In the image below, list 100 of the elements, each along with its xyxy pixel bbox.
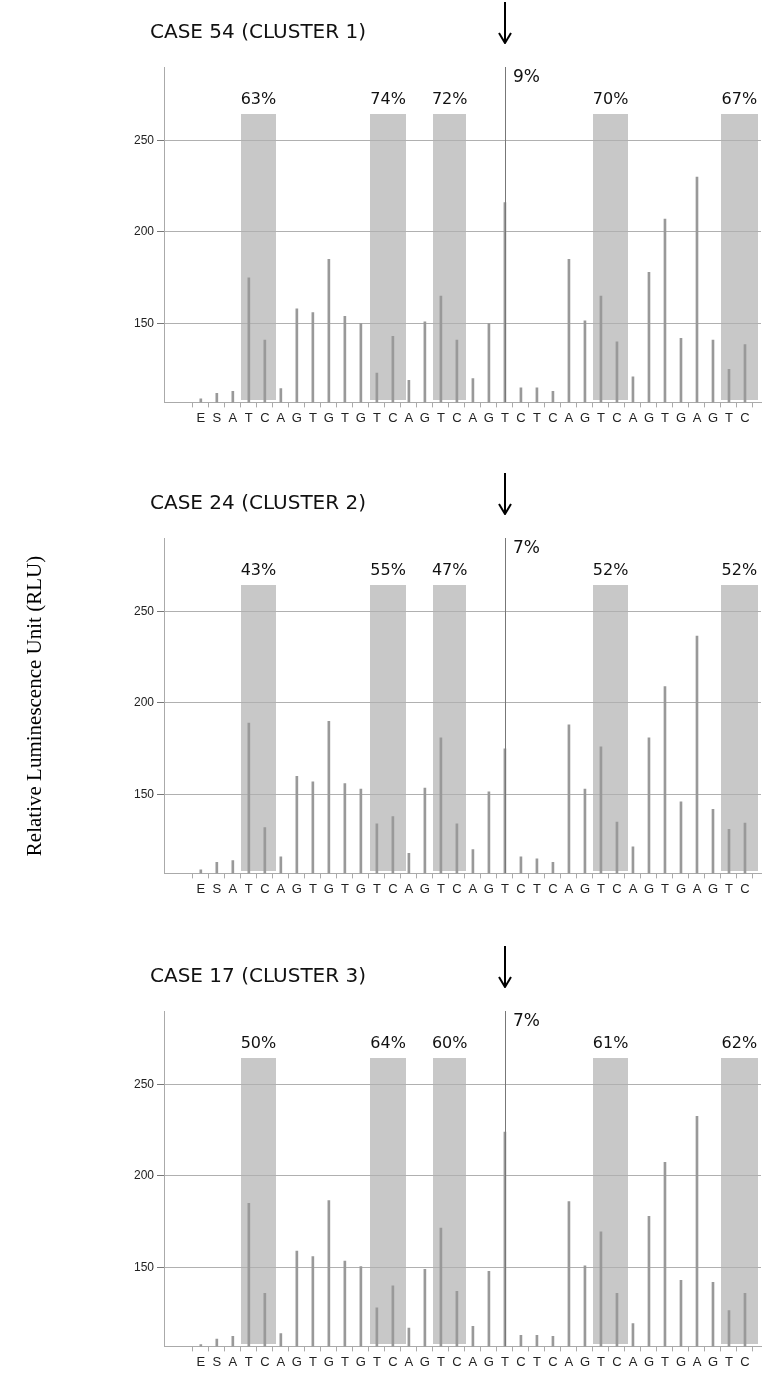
y-tick-label: 250 <box>133 1076 155 1091</box>
x-tick-label: T <box>340 880 349 896</box>
x-tick-label: G <box>355 1353 366 1369</box>
x-tick-label: T <box>372 880 381 896</box>
x-tick-label: T <box>500 409 509 425</box>
x-tick-label: T <box>660 409 669 425</box>
x-tick-label: T <box>532 880 541 896</box>
y-tick-label: 250 <box>133 132 155 147</box>
y-tick-label: 200 <box>133 695 155 710</box>
x-tick-label: T <box>372 1353 381 1369</box>
x-tick-label: C <box>548 409 558 425</box>
y-tick-label: 200 <box>133 224 155 239</box>
x-tick-label: T <box>340 409 349 425</box>
x-tick-label: A <box>692 880 702 896</box>
x-tick-label: C <box>612 880 622 896</box>
y-tick-label: 150 <box>133 315 155 330</box>
x-tick-label: C <box>452 880 462 896</box>
y-tick-label: 250 <box>133 603 155 618</box>
x-tick-label: T <box>436 1353 445 1369</box>
x-tick-label: T <box>308 880 317 896</box>
annotation: 61% <box>592 1032 629 1052</box>
annotation: 7% <box>512 1009 540 1030</box>
annotation: 70% <box>592 88 629 108</box>
annotation: 52% <box>592 559 629 579</box>
x-tick-label: G <box>323 1353 334 1369</box>
x-tick-label: T <box>596 880 605 896</box>
x-tick-label: A <box>628 1353 638 1369</box>
x-tick-label: G <box>291 880 302 896</box>
x-tick-label: T <box>308 1353 317 1369</box>
x-tick-label: C <box>452 1353 462 1369</box>
x-tick-label: S <box>212 1353 222 1369</box>
x-tick-label: G <box>707 409 719 425</box>
x-tick-label: G <box>675 880 687 896</box>
y-axis-title: Relative Luminescence Unit (RLU) <box>21 555 47 856</box>
x-tick-label: T <box>725 409 734 425</box>
x-tick-label: T <box>660 1353 669 1369</box>
x-tick-label: G <box>483 409 494 425</box>
x-tick-label: T <box>596 1353 605 1369</box>
x-tick-label: G <box>643 409 655 425</box>
x-tick-label: C <box>388 880 398 896</box>
x-tick-label: T <box>436 880 445 896</box>
x-tick-label: T <box>436 409 445 425</box>
x-tick-label: C <box>612 1353 622 1369</box>
annotation: 67% <box>721 88 758 108</box>
annotation: 47% <box>431 559 468 579</box>
x-tick-label: C <box>260 1353 270 1369</box>
annotation: 9% <box>512 65 540 86</box>
x-tick-label: G <box>355 409 366 425</box>
x-tick-label: A <box>276 880 286 896</box>
x-tick-label: C <box>260 880 270 896</box>
x-tick-label: T <box>372 409 381 425</box>
x-tick-label: A <box>628 880 638 896</box>
x-tick-label: G <box>483 1353 494 1369</box>
x-tick-label: G <box>323 880 334 896</box>
x-tick-label: C <box>260 409 270 425</box>
y-tick-label: 150 <box>133 786 155 801</box>
x-tick-label: C <box>516 409 526 425</box>
x-tick-label: A <box>692 1353 702 1369</box>
x-tick-label: G <box>419 1353 430 1369</box>
x-tick-label: A <box>228 409 238 425</box>
x-tick-label: T <box>500 1353 509 1369</box>
annotation: 62% <box>721 1032 758 1052</box>
y-tick-label: 200 <box>133 1168 155 1183</box>
x-tick-label: A <box>228 880 238 896</box>
x-tick-label: G <box>579 1353 590 1369</box>
x-tick-label: T <box>725 880 734 896</box>
x-tick-label: G <box>707 880 719 896</box>
x-tick-label: T <box>308 409 317 425</box>
annotation: 60% <box>431 1032 468 1052</box>
x-tick-label: C <box>516 1353 526 1369</box>
x-tick-label: G <box>291 1353 302 1369</box>
annotation: 52% <box>721 559 758 579</box>
x-tick-label: G <box>483 880 494 896</box>
x-tick-label: G <box>291 409 302 425</box>
x-tick-label: C <box>516 880 526 896</box>
x-tick-label: A <box>564 880 574 896</box>
x-tick-label: G <box>419 409 430 425</box>
x-tick-label: A <box>564 409 574 425</box>
x-tick-label: G <box>643 880 655 896</box>
x-tick-label: G <box>323 409 334 425</box>
x-tick-label: T <box>532 409 541 425</box>
x-tick-label: A <box>404 880 414 896</box>
x-tick-label: T <box>500 880 509 896</box>
x-tick-label: A <box>628 409 638 425</box>
x-tick-label: A <box>228 1353 238 1369</box>
x-tick-label: A <box>276 409 286 425</box>
x-tick-label: C <box>548 880 558 896</box>
annotation: 72% <box>431 88 468 108</box>
x-tick-label: S <box>212 409 222 425</box>
chart-title: CASE 54 (CLUSTER 1) <box>150 19 367 43</box>
x-tick-label: C <box>740 880 750 896</box>
x-tick-label: C <box>388 1353 398 1369</box>
x-tick-label: T <box>532 1353 541 1369</box>
x-tick-label: T <box>340 1353 349 1369</box>
annotation: 55% <box>370 559 406 579</box>
x-tick-label: A <box>276 1353 286 1369</box>
x-tick-label: T <box>244 409 253 425</box>
x-tick-label: A <box>692 409 702 425</box>
x-tick-label: A <box>468 880 478 896</box>
x-tick-label: T <box>660 880 669 896</box>
